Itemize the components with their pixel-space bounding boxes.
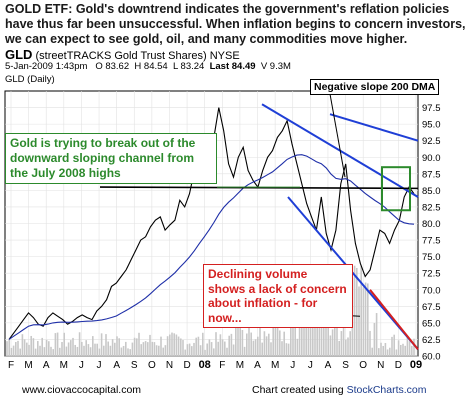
x-tick-label: N	[166, 360, 173, 371]
ticker-row: GLD (streetTRACKS Gold Trust Shares) NYS…	[5, 47, 240, 62]
quote-open: O 83.62	[95, 61, 130, 72]
x-tick-label: O	[359, 360, 367, 371]
x-tick-label: A	[254, 360, 261, 371]
x-tick-label: A	[43, 360, 50, 371]
y-tick-label: 67.5	[422, 302, 441, 313]
x-tick-label: A	[325, 360, 332, 371]
x-tick-label: 08	[199, 359, 211, 371]
footer-credit-prefix: Chart created using	[252, 384, 347, 396]
quote-date: 5-Jan-2009 1:43pm	[5, 61, 88, 72]
breakout-annotation: Gold is trying to break out of the downw…	[5, 133, 217, 184]
y-tick-label: 92.5	[422, 136, 441, 147]
y-tick-label: 65.0	[422, 318, 441, 329]
x-tick-label: J	[97, 360, 102, 371]
y-tick-label: 72.5	[422, 269, 441, 280]
chart-label: GLD (Daily)	[5, 74, 55, 85]
x-tick-label: J	[308, 360, 313, 371]
y-tick-label: 85.0	[422, 186, 441, 197]
volume-trend-line	[369, 289, 419, 351]
x-tick-label: O	[148, 360, 156, 371]
footer-site: www.ciovaccocapital.com	[22, 384, 142, 396]
y-tick-label: 60.0	[422, 352, 441, 363]
footer-credit: Chart created using StockCharts.com	[252, 384, 427, 396]
y-tick-label: 70.0	[422, 285, 441, 296]
neg-slope-pointer	[329, 93, 346, 178]
quote-last: Last 84.49	[209, 61, 256, 72]
y-tick-label: 87.5	[422, 169, 441, 180]
y-tick-label: 90.0	[422, 153, 441, 164]
ticker-symbol: GLD	[5, 47, 33, 62]
resistance-line	[99, 186, 419, 190]
y-tick-label: 77.5	[422, 236, 441, 247]
x-tick-label: M	[60, 360, 68, 371]
x-tick-label: S	[131, 360, 138, 371]
x-tick-label: N	[377, 360, 384, 371]
y-tick-label: 95.0	[422, 120, 441, 131]
quote-volume: V 9.3M	[260, 61, 291, 72]
x-tick-label: J	[290, 360, 295, 371]
x-tick-label: M	[236, 360, 244, 371]
quote-low: L 83.24	[172, 61, 205, 72]
x-tick-label: F	[8, 360, 14, 371]
headline: GOLD ETF: Gold's downtrend indicates the…	[5, 2, 466, 46]
x-tick-label: J	[79, 360, 84, 371]
x-tick-label: F	[219, 360, 225, 371]
y-tick-label: 62.5	[422, 335, 441, 346]
channel-top-line	[329, 113, 419, 142]
ticker-name: (streetTRACKS Gold Trust Shares) NYSE	[35, 50, 240, 62]
quote-high: H 84.54	[134, 61, 168, 72]
x-tick-label: A	[113, 360, 120, 371]
x-tick-label: M	[24, 360, 32, 371]
negative-slope-annotation: Negative slope 200 DMA	[310, 79, 440, 95]
x-tick-label: D	[183, 360, 190, 371]
y-tick-label: 97.5	[422, 103, 441, 114]
x-tick-label: M	[271, 360, 279, 371]
x-tick-label: S	[342, 360, 349, 371]
moving-average-line	[8, 154, 415, 340]
x-tick-label: D	[395, 360, 402, 371]
y-tick-label: 82.5	[422, 202, 441, 213]
quote-row: 5-Jan-2009 1:43pm O 83.62 H 84.54 L 83.2…	[5, 61, 291, 72]
y-tick-label: 75.0	[422, 252, 441, 263]
footer-credit-brand: StockCharts.com	[346, 384, 427, 396]
y-tick-label: 80.0	[422, 219, 441, 230]
volume-annotation: Declining volume shows a lack of concern…	[203, 264, 353, 328]
x-tick-label: 09	[410, 359, 422, 371]
breakout-highlight-box	[381, 166, 411, 212]
